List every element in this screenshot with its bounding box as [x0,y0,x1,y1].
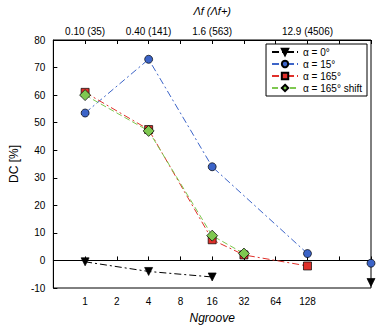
svg-text:α = 0°: α = 0° [303,47,330,58]
svg-text:4: 4 [146,296,152,307]
svg-text:40: 40 [34,145,46,156]
svg-text:32: 32 [238,296,250,307]
svg-text:Ngroove: Ngroove [189,311,235,325]
svg-text:60: 60 [34,90,46,101]
svg-text:50: 50 [34,117,46,128]
svg-text:1.6 (563): 1.6 (563) [192,26,232,37]
svg-text:DC [%]: DC [%] [7,145,21,183]
svg-text:-10: -10 [31,283,46,294]
svg-text:α = 15°: α = 15° [303,59,335,70]
svg-text:0.40 (141): 0.40 (141) [126,26,172,37]
svg-text:20: 20 [34,200,46,211]
svg-text:16: 16 [207,296,219,307]
svg-text:12.9 (4506): 12.9 (4506) [282,26,333,37]
svg-text:10: 10 [34,227,46,238]
svg-text:128: 128 [299,296,316,307]
svg-text:64: 64 [270,296,282,307]
svg-text:Λf (Λf+): Λf (Λf+) [192,5,231,17]
svg-text:70: 70 [34,62,46,73]
svg-text:80: 80 [34,35,46,46]
svg-text:α = 165°: α = 165° [303,71,341,82]
svg-text:30: 30 [34,172,46,183]
svg-text:8: 8 [178,296,184,307]
svg-text:0: 0 [40,255,46,266]
svg-text:α = 165° shift: α = 165° shift [303,83,362,94]
svg-text:1: 1 [82,296,88,307]
svg-text:0.10 (35): 0.10 (35) [65,26,105,37]
svg-text:2: 2 [114,296,120,307]
